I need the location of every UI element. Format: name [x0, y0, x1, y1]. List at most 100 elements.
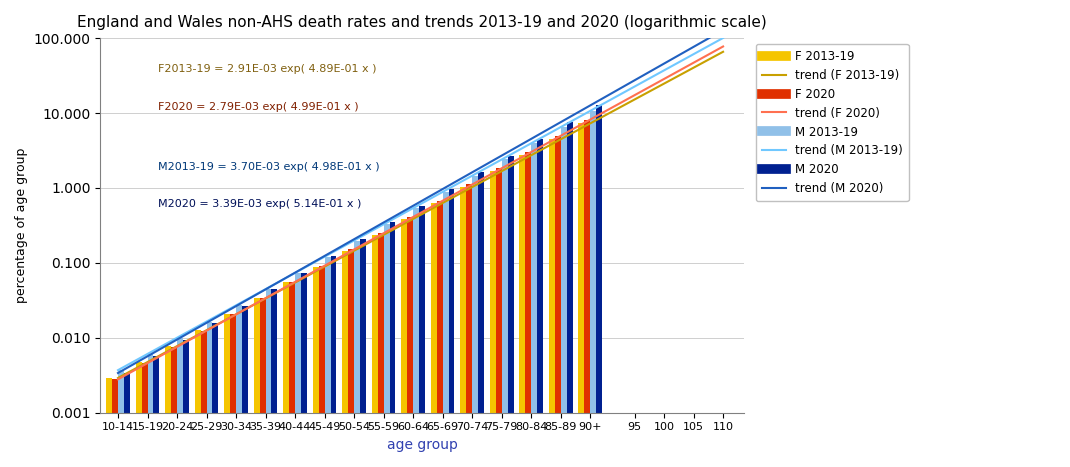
- Bar: [260, 298, 265, 467]
- Legend: F 2013-19, trend (F 2013-19), F 2020, trend (F 2020), M 2013-19, trend (M 2013-1: F 2013-19, trend (F 2013-19), F 2020, tr…: [756, 44, 908, 201]
- Bar: [408, 217, 413, 467]
- Bar: [254, 298, 260, 467]
- Bar: [118, 370, 124, 467]
- trend (M 2013-19): [492, 158, 505, 164]
- Text: M2020 = 3.39E-03 exp( 5.14E-01 x ): M2020 = 3.39E-03 exp( 5.14E-01 x ): [158, 199, 362, 209]
- Bar: [295, 273, 301, 467]
- Line: trend (M 2020): trend (M 2020): [118, 30, 723, 373]
- trend (M 2013-19): [551, 126, 564, 132]
- Bar: [495, 168, 502, 467]
- trend (M 2020): [492, 155, 505, 160]
- trend (F 2020): [309, 268, 322, 274]
- Bar: [153, 356, 159, 467]
- Bar: [561, 127, 567, 467]
- Bar: [584, 120, 591, 467]
- Bar: [201, 331, 207, 467]
- trend (F 2013-19): [717, 49, 730, 55]
- trend (F 2020): [548, 136, 561, 142]
- Bar: [124, 373, 129, 467]
- trend (M 2013-19): [717, 35, 730, 41]
- Bar: [354, 241, 360, 467]
- Bar: [378, 233, 384, 467]
- Bar: [437, 201, 443, 467]
- Y-axis label: percentage of age group: percentage of age group: [15, 148, 28, 303]
- trend (M 2020): [548, 123, 561, 128]
- Bar: [272, 290, 277, 467]
- Bar: [467, 184, 472, 467]
- Bar: [448, 189, 455, 467]
- Text: M2013-19 = 3.70E-03 exp( 4.98E-01 x ): M2013-19 = 3.70E-03 exp( 4.98E-01 x ): [158, 162, 380, 172]
- Bar: [431, 203, 437, 467]
- Bar: [384, 224, 389, 467]
- Bar: [372, 235, 378, 467]
- trend (F 2020): [111, 376, 124, 382]
- Bar: [555, 136, 561, 467]
- Bar: [389, 222, 396, 467]
- Bar: [236, 305, 242, 467]
- Bar: [289, 282, 295, 467]
- Bar: [507, 156, 514, 467]
- Bar: [525, 152, 531, 467]
- X-axis label: age group: age group: [386, 438, 458, 452]
- Bar: [284, 283, 289, 467]
- Bar: [502, 160, 507, 467]
- trend (M 2020): [351, 234, 364, 240]
- Bar: [177, 338, 183, 467]
- Line: trend (F 2013-19): trend (F 2013-19): [118, 52, 723, 378]
- Bar: [348, 249, 354, 467]
- Text: F2020 = 2.79E-03 exp( 4.99E-01 x ): F2020 = 2.79E-03 exp( 4.99E-01 x ): [158, 102, 358, 112]
- Bar: [591, 111, 596, 467]
- trend (M 2020): [184, 329, 197, 334]
- trend (F 2013-19): [548, 140, 561, 145]
- Bar: [242, 306, 248, 467]
- Bar: [519, 155, 525, 467]
- Bar: [460, 187, 467, 467]
- Bar: [207, 322, 213, 467]
- Bar: [230, 314, 236, 467]
- trend (F 2020): [492, 167, 505, 173]
- trend (F 2013-19): [184, 336, 197, 341]
- Bar: [312, 267, 319, 467]
- trend (F 2020): [717, 44, 730, 50]
- Bar: [331, 256, 336, 467]
- Bar: [342, 251, 348, 467]
- Bar: [401, 219, 408, 467]
- Bar: [195, 330, 201, 467]
- Bar: [141, 363, 148, 467]
- Bar: [478, 172, 484, 467]
- trend (F 2013-19): [551, 138, 564, 144]
- Bar: [112, 379, 118, 467]
- Bar: [549, 139, 555, 467]
- Bar: [360, 239, 366, 467]
- trend (M 2013-19): [309, 259, 322, 265]
- Bar: [419, 206, 425, 467]
- Bar: [531, 143, 537, 467]
- trend (F 2020): [551, 134, 564, 140]
- trend (M 2020): [111, 370, 124, 376]
- Bar: [324, 257, 331, 467]
- Bar: [567, 122, 572, 467]
- trend (F 2013-19): [351, 246, 364, 252]
- Bar: [265, 289, 272, 467]
- trend (M 2013-19): [184, 327, 197, 333]
- Bar: [148, 354, 153, 467]
- Bar: [472, 176, 478, 467]
- Bar: [301, 273, 307, 467]
- Bar: [183, 340, 188, 467]
- Bar: [171, 347, 177, 467]
- Bar: [225, 314, 230, 467]
- Bar: [106, 378, 112, 467]
- Bar: [537, 139, 544, 467]
- trend (M 2020): [551, 121, 564, 127]
- Bar: [319, 266, 324, 467]
- Bar: [165, 346, 171, 467]
- trend (F 2020): [184, 337, 197, 342]
- Bar: [136, 362, 141, 467]
- trend (M 2013-19): [548, 127, 561, 133]
- trend (M 2020): [309, 259, 322, 264]
- trend (F 2013-19): [111, 375, 124, 381]
- Bar: [596, 106, 602, 467]
- Line: trend (M 2013-19): trend (M 2013-19): [118, 38, 723, 370]
- trend (F 2020): [351, 245, 364, 250]
- Text: F2013-19 = 2.91E-03 exp( 4.89E-01 x ): F2013-19 = 2.91E-03 exp( 4.89E-01 x ): [158, 64, 377, 74]
